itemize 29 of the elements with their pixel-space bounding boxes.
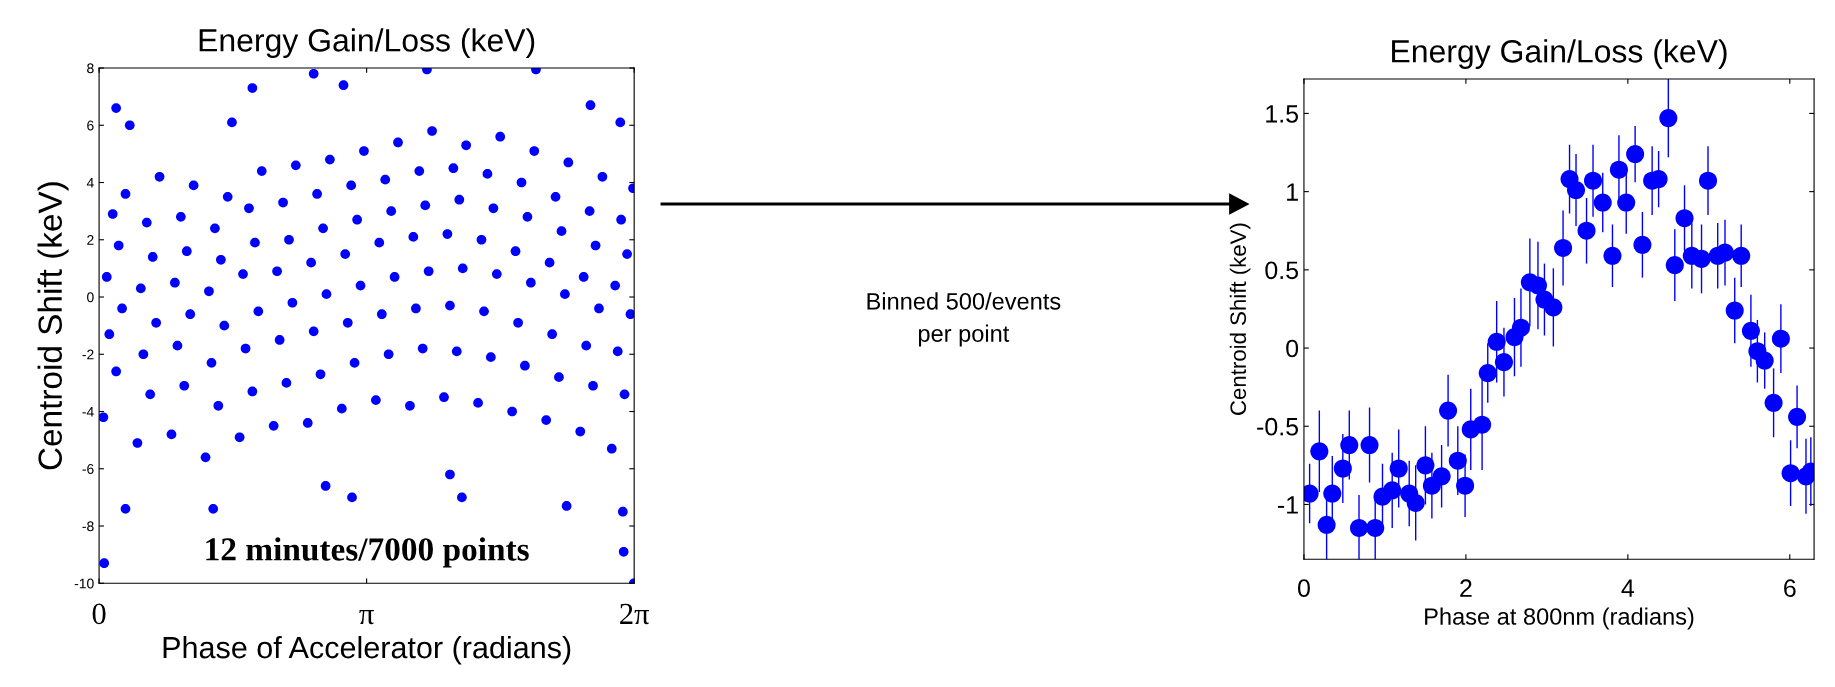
y-tick-label: -1 xyxy=(1277,496,1298,514)
y-tick-label: -8 xyxy=(82,521,94,532)
y-tick-label: 6 xyxy=(87,120,94,131)
y-tick-label: -10 xyxy=(74,578,94,589)
y-tick-label: 0.5 xyxy=(1265,261,1299,280)
x-tick-label: 4 xyxy=(1621,579,1635,597)
x-tick-label: 6 xyxy=(1784,579,1796,598)
y-axis-title: Centroid Shift (keV) xyxy=(1229,223,1251,415)
y-tick-label: 8 xyxy=(87,63,94,74)
x-axis-title: Phase at 800nm (radians) xyxy=(1425,607,1694,630)
y-tick-label: 2 xyxy=(87,235,94,245)
chart-title: Energy Gain/Loss (keV) xyxy=(199,28,535,58)
chart-title: Energy Gain/Loss (keV) xyxy=(1392,39,1727,69)
y-tick-label: 1.5 xyxy=(1266,105,1299,123)
y-tick-label: -6 xyxy=(82,464,94,474)
y-axis-title: Centroid Shift (keV) xyxy=(37,182,69,470)
y-tick-label: 0 xyxy=(87,292,94,303)
y-tick-label: 4 xyxy=(86,177,94,188)
x-axis-title: Phase of Accelerator (radians) xyxy=(163,635,571,665)
y-tick-label: -4 xyxy=(82,406,94,417)
y-tick-label: -0.5 xyxy=(1257,417,1299,436)
x-tick-label: π xyxy=(359,609,374,625)
text: Binned 500/events per point xyxy=(867,292,1061,347)
y-tick-label: 0 xyxy=(1286,339,1299,358)
y-tick-label: -2 xyxy=(82,349,94,360)
x-tick-label: 2 xyxy=(1460,579,1472,597)
annotation: 12 minutes/7000 points xyxy=(206,537,529,568)
x-tick-label: 2π xyxy=(620,603,650,625)
y-tick-label: 1 xyxy=(1287,183,1298,201)
